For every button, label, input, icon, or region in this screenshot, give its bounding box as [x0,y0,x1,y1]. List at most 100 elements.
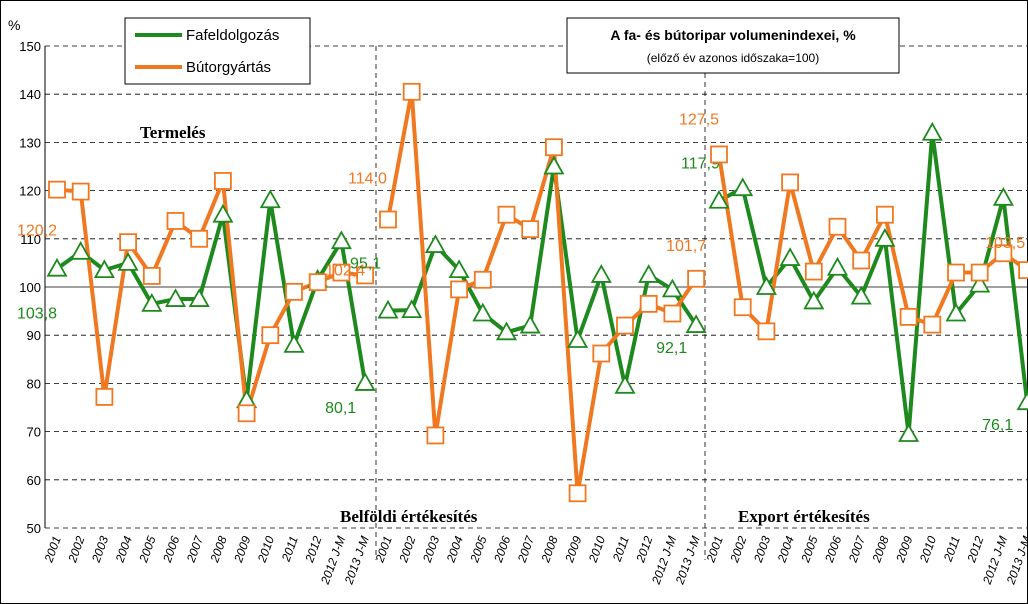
marker [70,240,92,260]
marker [402,82,421,101]
marker [590,264,612,283]
marker [495,321,518,341]
marker [687,269,705,288]
marker [261,326,280,345]
marker [826,256,849,276]
marker [93,259,115,279]
marker [568,484,587,503]
marker [757,322,776,341]
data-label: 103,5 [985,235,1025,252]
marker [685,314,707,333]
marker [639,294,658,313]
marker [947,263,965,282]
chart-title: A fa- és bútoripar volumenindexei, % [610,27,856,43]
y-tick-label: 130 [19,135,41,150]
chart-subtitle: (előző év azonos időszaka=100) [647,51,819,65]
y-tick-label: 70 [27,425,41,440]
marker [638,264,660,283]
marker [876,205,894,224]
marker [519,314,541,334]
marker [852,251,871,270]
marker [733,298,752,317]
panel-label: Export értékesítés [738,507,870,526]
marker [781,173,799,192]
marker [330,230,352,250]
marker [592,344,611,363]
marker [898,423,920,442]
data-label: 95,1 [350,256,381,273]
y-tick-label: 150 [19,39,41,54]
marker [95,387,114,406]
marker [356,266,375,285]
data-label: 114,0 [348,171,387,188]
marker [732,177,754,197]
data-label: 120,2 [17,223,57,240]
data-label: 101,7 [666,238,706,255]
y-tick-label: 60 [27,473,41,488]
marker [401,299,423,319]
marker [1018,261,1028,280]
marker [142,267,161,285]
marker [708,189,730,209]
panel-label: Belföldi értékesítés [340,507,478,526]
marker [473,270,492,289]
marker [994,244,1013,263]
marker [450,280,469,299]
data-label: 102,4 [325,262,365,279]
marker [614,374,636,394]
marker [213,172,232,190]
marker [166,212,185,230]
marker [472,302,494,322]
marker [48,180,66,199]
marker [970,263,989,282]
marker [448,259,470,279]
marker [923,315,942,334]
y-tick-label: 140 [19,87,41,102]
marker [426,426,445,445]
marker [850,285,872,305]
marker [661,278,683,298]
marker [332,263,351,282]
marker [119,233,137,252]
marker [379,210,397,229]
y-tick-label: 90 [27,328,41,343]
marker [543,155,565,175]
data-label: 103,8 [17,306,57,323]
marker [377,299,399,319]
marker [521,220,540,239]
marker [616,316,634,335]
data-label: 76,1 [982,417,1013,434]
marker [828,217,847,236]
marker [188,288,210,307]
legend [124,17,311,85]
marker [710,145,728,164]
legend-label: Bútorgyártás [186,59,271,76]
y-tick-label: 110 [20,232,41,247]
marker [141,293,163,312]
data-label: 92,1 [656,340,687,357]
y-tick-label: 80 [27,376,41,391]
marker [117,252,139,271]
y-tick-label: 50 [27,521,41,536]
marker [46,257,68,277]
marker [354,372,376,391]
y-axis-label: % [8,17,20,33]
marker [921,121,943,141]
marker [663,304,682,323]
marker [755,276,777,295]
marker [804,262,823,281]
marker [259,189,281,209]
marker [190,229,209,248]
marker [283,334,305,353]
y-tick-label: 120 [19,184,41,199]
marker [945,302,967,322]
y-tick-label: 100 [19,280,41,295]
marker [71,182,90,201]
marker [308,273,327,292]
marker [497,205,516,224]
marker [164,288,187,307]
marker [545,138,563,157]
marker [424,234,446,253]
marker [237,404,256,423]
